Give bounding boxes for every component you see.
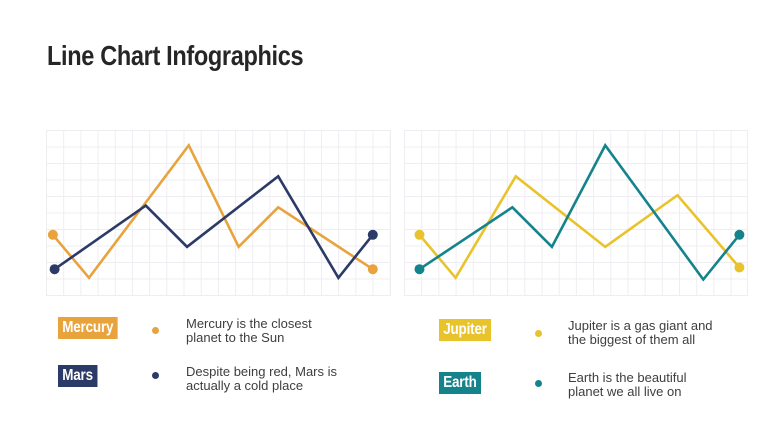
mercury-line bbox=[51, 142, 374, 280]
chart-canvas bbox=[414, 142, 745, 282]
text-line: actually a cold place bbox=[186, 377, 304, 393]
text-line: Earth is the beautiful bbox=[568, 370, 687, 385]
text-line: Mercury is the closest bbox=[186, 316, 312, 331]
text-line: planet we all live on bbox=[568, 383, 682, 399]
jupiter-line bbox=[418, 174, 741, 281]
earth-bullet-icon bbox=[535, 380, 542, 387]
jupiter-endpoint-dot bbox=[734, 262, 745, 273]
mars-badge: Mars bbox=[58, 365, 98, 387]
page-title: Line Chart Infographics bbox=[47, 40, 304, 71]
jupiter-endpoint-dot bbox=[414, 229, 425, 240]
text-line: Despite being red, Mars is bbox=[186, 364, 338, 379]
earth-badge: Earth bbox=[439, 372, 481, 394]
mars-endpoint-dot bbox=[49, 264, 60, 275]
mars-description: Despite being red, Mars is actually a co… bbox=[186, 365, 337, 392]
mercury-description: Mercury is the closest planet to the Sun bbox=[186, 317, 312, 344]
mercury-endpoint-dot bbox=[367, 264, 378, 275]
earth-endpoint-dot bbox=[414, 264, 425, 275]
text-line: the biggest of them all bbox=[568, 331, 696, 347]
mars-bullet-icon bbox=[152, 372, 159, 379]
mercury-bullet-icon bbox=[152, 327, 159, 334]
mars-endpoint-dot bbox=[367, 229, 378, 240]
text-line: planet to the Sun bbox=[186, 329, 285, 345]
mars-line bbox=[53, 174, 374, 281]
text-line: Jupiter is a gas giant and bbox=[568, 318, 713, 333]
jupiter-description: Jupiter is a gas giant and the biggest o… bbox=[568, 319, 713, 346]
earth-endpoint-dot bbox=[734, 229, 745, 240]
chart-canvas bbox=[47, 142, 378, 281]
mercury-endpoint-dot bbox=[47, 229, 58, 240]
earth-description: Earth is the beautiful planet we all liv… bbox=[568, 371, 687, 398]
jupiter-badge: Jupiter bbox=[439, 319, 492, 341]
mercury-mars-line-chart bbox=[46, 130, 391, 296]
jupiter-bullet-icon bbox=[535, 330, 542, 337]
earth-line bbox=[418, 142, 741, 282]
jupiter-earth-line-chart bbox=[404, 130, 748, 296]
mercury-badge: Mercury bbox=[58, 317, 118, 339]
